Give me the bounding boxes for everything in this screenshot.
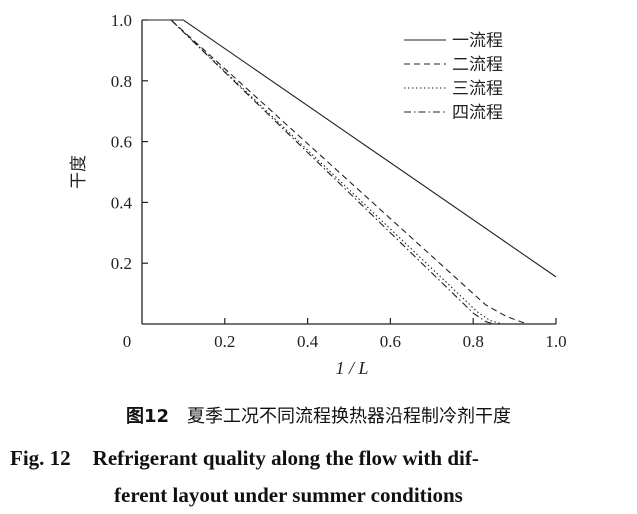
- legend-label-2: 二流程: [452, 55, 503, 75]
- caption-en-label: Fig. 12: [10, 446, 71, 470]
- x-tick-label: 0.2: [214, 332, 235, 351]
- series-line-3: [142, 19, 556, 325]
- x-tick-label: 0.6: [380, 332, 401, 351]
- legend-label-3: 三流程: [452, 79, 503, 99]
- x-axis-label: 1 / L: [335, 358, 368, 378]
- caption-en-line1: Refrigerant quality along the flow with …: [92, 446, 479, 470]
- series-lines: [142, 19, 557, 325]
- caption-cn-label: 图12: [125, 406, 170, 427]
- y-tick-label: 0.4: [111, 193, 133, 212]
- y-tick-label: 0.8: [111, 72, 132, 91]
- y-tick-label: 0.6: [111, 133, 132, 152]
- series-line-4: [142, 19, 556, 325]
- legend-label-1: 一流程: [452, 31, 503, 51]
- caption-cn-text: 夏季工况不同流程换热器沿程制冷剂干度: [187, 406, 512, 427]
- y-tick-label: 1.0: [111, 11, 132, 30]
- axes: 0.2 0.4 0.6 0.8 1.0 0.2 0.4 0.6 0.8 1.0 0: [111, 11, 567, 351]
- chart: 0.2 0.4 0.6 0.8 1.0 0.2 0.4 0.6 0.8 1.0 0 一流程二流程三流…: [69, 11, 567, 378]
- x-tick-label: 0.4: [297, 332, 319, 351]
- y-axis-label: 干度: [69, 155, 89, 189]
- y-tick-label: 0.2: [111, 254, 132, 273]
- caption-english: Fig. 12 Refrigerant quality along the flo…: [0, 440, 637, 514]
- x-tick-label: 1.0: [545, 332, 566, 351]
- origin-tick-label: 0: [123, 332, 132, 351]
- caption-en-line2: ferent layout under summer conditions: [114, 483, 463, 507]
- caption-chinese: 图12 夏季工况不同流程换热器沿程制冷剂干度: [0, 402, 637, 428]
- x-tick-label: 0.8: [463, 332, 484, 351]
- legend-label-4: 四流程: [452, 103, 503, 123]
